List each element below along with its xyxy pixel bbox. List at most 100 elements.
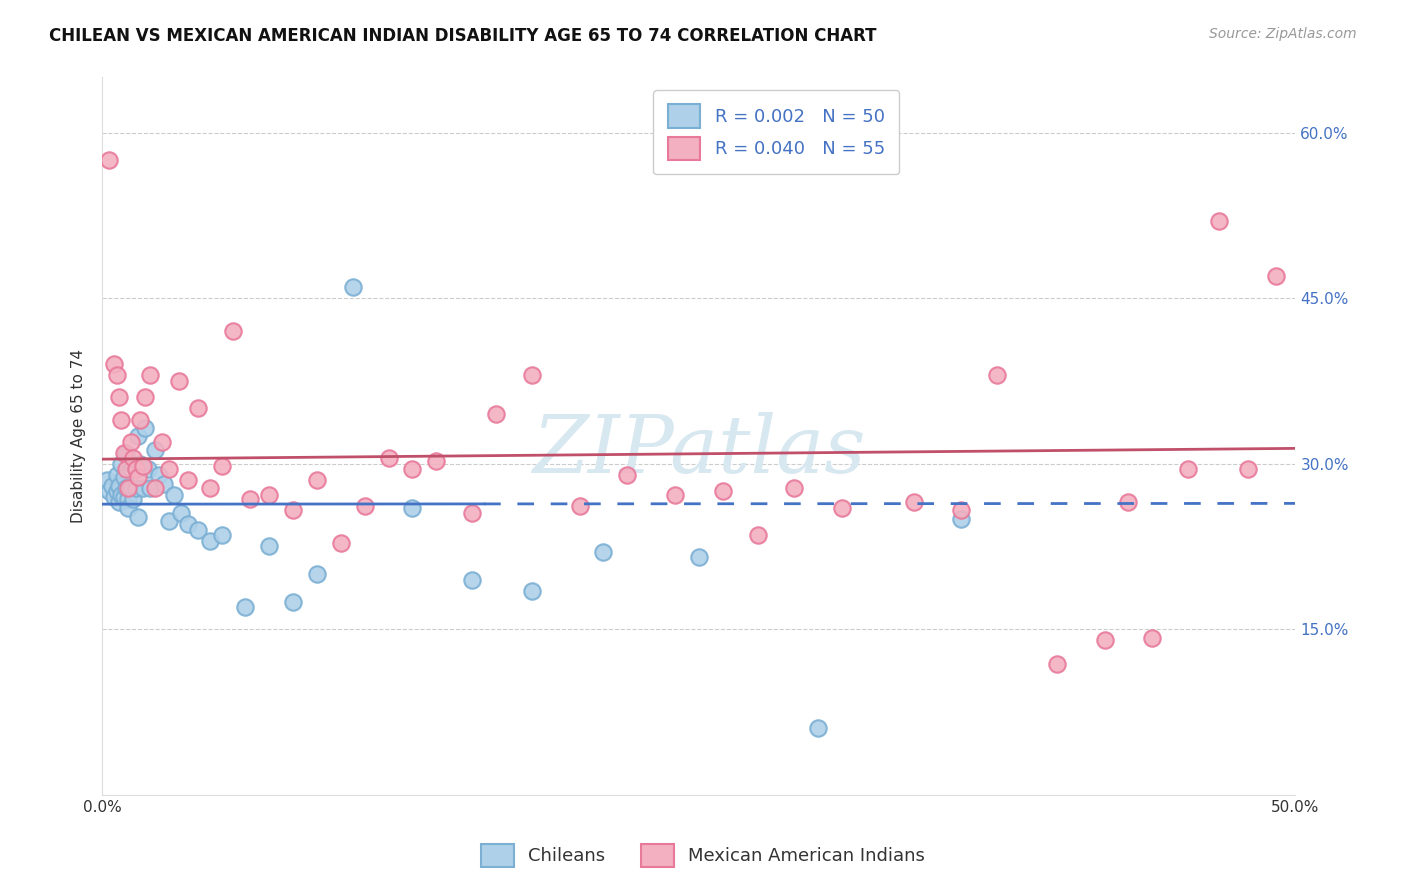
Point xyxy=(831,500,853,515)
Point xyxy=(105,484,128,499)
Point xyxy=(747,528,769,542)
Point xyxy=(157,462,180,476)
Point xyxy=(711,484,734,499)
Point xyxy=(108,479,131,493)
Point xyxy=(134,391,156,405)
Point xyxy=(198,481,221,495)
Point xyxy=(187,523,209,537)
Point xyxy=(235,600,257,615)
Point xyxy=(124,462,146,476)
Point xyxy=(903,495,925,509)
Point xyxy=(281,594,304,608)
Point xyxy=(143,481,166,495)
Point xyxy=(1265,268,1288,283)
Point xyxy=(115,445,138,459)
Point xyxy=(461,573,484,587)
Point xyxy=(259,540,281,554)
Point xyxy=(305,567,328,582)
Point xyxy=(120,434,142,449)
Point xyxy=(117,500,139,515)
Point xyxy=(120,462,142,476)
Point xyxy=(377,451,399,466)
Point xyxy=(401,462,423,476)
Point xyxy=(157,514,180,528)
Point xyxy=(198,533,221,548)
Point xyxy=(110,412,132,426)
Point xyxy=(568,499,591,513)
Point xyxy=(1208,214,1230,228)
Point xyxy=(1118,495,1140,509)
Point xyxy=(122,457,145,471)
Point xyxy=(281,503,304,517)
Point xyxy=(105,467,128,482)
Point xyxy=(115,481,138,495)
Point xyxy=(103,357,125,371)
Point xyxy=(170,506,193,520)
Point xyxy=(136,462,159,476)
Point xyxy=(153,476,176,491)
Point xyxy=(461,506,484,520)
Text: Source: ZipAtlas.com: Source: ZipAtlas.com xyxy=(1209,27,1357,41)
Point xyxy=(1177,462,1199,476)
Point xyxy=(98,153,121,168)
Point xyxy=(150,434,173,449)
Point xyxy=(132,481,155,495)
Legend: R = 0.002   N = 50, R = 0.040   N = 55: R = 0.002 N = 50, R = 0.040 N = 55 xyxy=(654,90,900,174)
Point xyxy=(122,491,145,506)
Point xyxy=(401,500,423,515)
Point xyxy=(96,473,118,487)
Point xyxy=(120,481,142,495)
Text: ZIPatlas: ZIPatlas xyxy=(531,412,866,489)
Text: CHILEAN VS MEXICAN AMERICAN INDIAN DISABILITY AGE 65 TO 74 CORRELATION CHART: CHILEAN VS MEXICAN AMERICAN INDIAN DISAB… xyxy=(49,27,877,45)
Point xyxy=(139,481,162,495)
Point xyxy=(98,484,121,499)
Point xyxy=(425,454,447,468)
Point xyxy=(211,458,233,473)
Point xyxy=(163,487,186,501)
Point xyxy=(950,512,973,526)
Point xyxy=(117,481,139,495)
Point xyxy=(108,495,131,509)
Point xyxy=(305,473,328,487)
Point xyxy=(616,467,638,482)
Point xyxy=(110,457,132,471)
Point xyxy=(129,457,152,471)
Point xyxy=(127,509,149,524)
Point xyxy=(132,458,155,473)
Point xyxy=(329,536,352,550)
Point xyxy=(122,451,145,466)
Point xyxy=(986,368,1008,383)
Point xyxy=(124,481,146,495)
Point xyxy=(688,550,710,565)
Point xyxy=(112,490,135,504)
Point xyxy=(134,421,156,435)
Point xyxy=(177,517,200,532)
Y-axis label: Disability Age 65 to 74: Disability Age 65 to 74 xyxy=(72,349,86,523)
Point xyxy=(100,479,122,493)
Point xyxy=(342,280,364,294)
Point xyxy=(167,374,190,388)
Point xyxy=(1236,462,1258,476)
Point xyxy=(1046,657,1069,672)
Point xyxy=(783,481,806,495)
Point xyxy=(112,445,135,459)
Point xyxy=(485,407,508,421)
Legend: Chileans, Mexican American Indians: Chileans, Mexican American Indians xyxy=(474,837,932,874)
Point xyxy=(807,722,830,736)
Point xyxy=(592,545,614,559)
Point xyxy=(148,467,170,482)
Point xyxy=(112,470,135,484)
Point xyxy=(259,487,281,501)
Point xyxy=(105,368,128,383)
Point xyxy=(177,473,200,487)
Point xyxy=(1094,633,1116,648)
Point xyxy=(127,470,149,484)
Point xyxy=(520,368,543,383)
Point xyxy=(353,499,375,513)
Point xyxy=(127,429,149,443)
Point xyxy=(103,490,125,504)
Point xyxy=(222,324,245,338)
Point xyxy=(520,583,543,598)
Point xyxy=(1142,631,1164,645)
Point xyxy=(129,412,152,426)
